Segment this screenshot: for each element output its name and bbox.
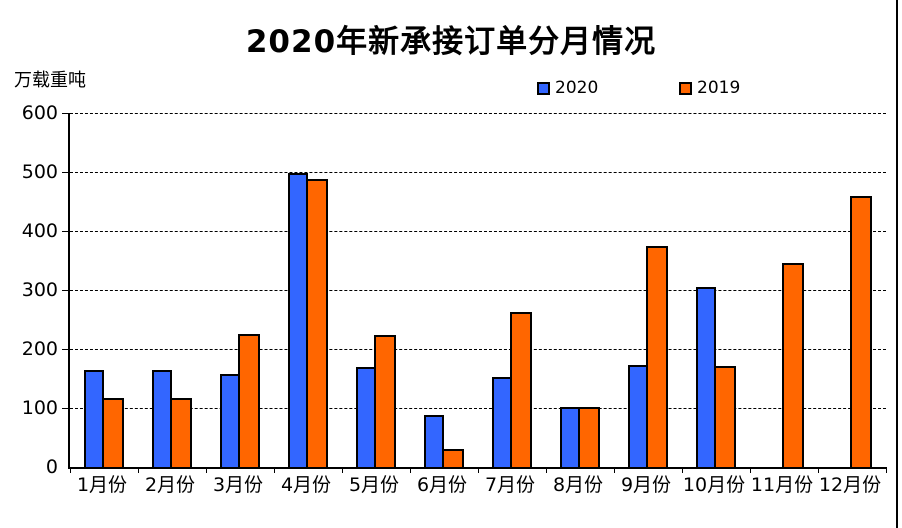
category-group-8月份	[546, 113, 614, 467]
x-axis-tick-3	[273, 467, 275, 473]
gridline-200	[70, 349, 886, 350]
x-axis-tick-12	[885, 467, 887, 473]
bar-2020-4月份	[287, 173, 308, 467]
x-axis-tick-7	[545, 467, 547, 473]
legend-item-2019: 2019	[679, 78, 740, 98]
legend-label-2019: 2019	[697, 78, 741, 98]
legend-item-2020: 2020	[537, 78, 598, 98]
bar-2019-11月份	[782, 263, 805, 467]
bar-2019-2月份	[170, 397, 193, 467]
bar-2019-5月份	[374, 335, 397, 467]
legend-label-2020: 2020	[555, 78, 599, 98]
x-axis-tick-6	[477, 467, 479, 473]
category-group-6月份	[410, 113, 478, 467]
x-axis-tick-1	[137, 467, 139, 473]
x-axis-tick-5	[409, 467, 411, 473]
legend-swatch-2019	[679, 81, 692, 95]
category-group-2月份	[138, 113, 206, 467]
bar-2019-1月份	[102, 397, 125, 467]
x-axis-label-6月份: 6月份	[416, 474, 468, 496]
x-axis-label-2月份: 2月份	[144, 474, 196, 496]
bar-2020-7月份	[491, 377, 512, 467]
x-axis-label-1月份: 1月份	[76, 474, 128, 496]
bar-2019-7月份	[510, 311, 533, 467]
bar-2019-6月份	[442, 449, 465, 467]
category-group-12月份	[818, 113, 886, 467]
x-axis-label-5月份: 5月份	[348, 474, 400, 496]
category-group-5月份	[342, 113, 410, 467]
y-axis-tick-400	[62, 231, 70, 232]
bar-2019-4月份	[306, 178, 329, 467]
y-axis-tick-label-300: 300	[21, 279, 58, 301]
plot-area: 0 100 200 300 400 500 600	[22, 103, 887, 477]
chart-title: 2020年新承接订单分月情况	[245, 24, 657, 60]
x-axis-label-11月份: 11月份	[750, 474, 814, 496]
bar-2020-6月份	[423, 415, 444, 467]
x-axis-tick-9	[681, 467, 683, 473]
y-axis-tick-label-400: 400	[21, 220, 58, 242]
legend-swatch-2020	[537, 81, 550, 95]
x-axis-tick-2	[205, 467, 207, 473]
x-axis-label-3月份: 3月份	[212, 474, 264, 496]
category-group-10月份	[682, 113, 750, 467]
y-axis-unit-label: 万载重吨	[14, 70, 86, 91]
x-axis-labels: 1月份 2月份 3月份 4月份 5月份 6月份 7月份 8月份 9月份 10月份 11月份 12月份	[68, 473, 884, 499]
bar-2019-12月份	[850, 195, 873, 467]
x-axis-label-4月份: 4月份	[280, 474, 332, 496]
legend: 2020 2019	[0, 78, 902, 98]
plot-right-border	[896, 0, 898, 528]
x-axis-tick-11	[817, 467, 819, 473]
x-axis-label-9月份: 9月份	[620, 474, 672, 496]
y-axis-tick-500	[62, 172, 70, 173]
gridline-500	[70, 172, 886, 173]
y-axis-tick-label-0: 0	[45, 456, 58, 478]
bar-2019-9月份	[646, 246, 669, 467]
x-axis-label-7月份: 7月份	[484, 474, 536, 496]
x-axis-tick-0	[69, 467, 71, 473]
x-axis-tick-8	[613, 467, 615, 473]
bar-2020-3月份	[219, 374, 240, 467]
y-axis-tick-label-200: 200	[21, 338, 58, 360]
bar-2020-10月份	[695, 287, 716, 467]
category-group-4月份	[274, 113, 342, 467]
gridline-600	[70, 113, 886, 114]
y-axis-tick-label-500: 500	[21, 161, 58, 183]
gridline-400	[70, 231, 886, 232]
x-axis-label-12月份: 12月份	[818, 474, 882, 496]
bar-2019-3月份	[238, 334, 261, 467]
y-axis-tick-200	[62, 349, 70, 350]
bar-2020-2月份	[151, 369, 172, 467]
gridline-300	[70, 290, 886, 291]
bar-2020-9月份	[627, 364, 648, 467]
x-axis-label-10月份: 10月份	[682, 474, 746, 496]
y-axis-tick-label-100: 100	[21, 397, 58, 419]
y-axis-tick-600	[62, 113, 70, 114]
bar-2020-1月份	[83, 369, 104, 467]
bar-2019-10月份	[714, 365, 737, 467]
category-group-9月份	[614, 113, 682, 467]
y-axis-tick-100	[62, 408, 70, 409]
y-axis-tick-label-600: 600	[21, 102, 58, 124]
category-group-1月份	[70, 113, 138, 467]
gridline-100	[70, 408, 886, 409]
bar-2020-5月份	[355, 366, 376, 467]
bar-2019-8月份	[578, 406, 601, 467]
bar-2020-8月份	[559, 406, 580, 467]
x-axis-label-8月份: 8月份	[552, 474, 604, 496]
x-axis-tick-10	[749, 467, 751, 473]
y-axis-tick-300	[62, 290, 70, 291]
x-axis-tick-4	[341, 467, 343, 473]
category-group-3月份	[206, 113, 274, 467]
category-group-7月份	[478, 113, 546, 467]
category-group-11月份	[750, 113, 818, 467]
